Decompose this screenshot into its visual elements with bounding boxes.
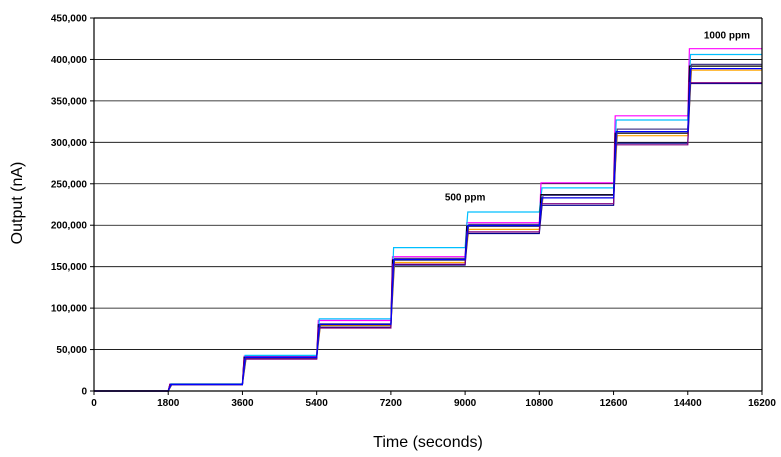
series-line (94, 70, 762, 391)
x-tick-label: 5400 (306, 398, 329, 409)
x-tick-label: 0 (91, 398, 97, 409)
y-axis-title: Output (nA) (9, 162, 26, 245)
x-tick-label: 16200 (748, 398, 776, 409)
y-tick-label: 0 (81, 387, 87, 398)
y-tick-label: 350,000 (51, 96, 88, 107)
gridlines (94, 18, 762, 350)
y-tick-label: 450,000 (51, 14, 88, 25)
x-tick-labels: 0 1800 3600 5400 7200 9000 10800 12600 14400 1620… (91, 398, 776, 409)
y-tick-label: 100,000 (51, 304, 88, 315)
x-axis-title: Time (seconds) (373, 434, 483, 451)
y-tick-labels: 0 50,000 100,000 150,000 200,000 250,000 300,0… (51, 14, 88, 398)
annotation-label: 1000 ppm (704, 31, 750, 42)
y-tick-label: 200,000 (51, 221, 88, 232)
x-tick-label: 14400 (674, 398, 702, 409)
series-line (94, 64, 762, 391)
series-line (94, 66, 762, 391)
x-tick-label: 12600 (600, 398, 628, 409)
y-tick-label: 50,000 (56, 345, 87, 356)
x-tick-label: 9000 (454, 398, 477, 409)
x-tick-label: 3600 (231, 398, 254, 409)
y-tick-label: 150,000 (51, 262, 88, 273)
series-lines (94, 49, 762, 391)
y-tick-label: 400,000 (51, 55, 88, 66)
annotation-label: 500 ppm (445, 192, 486, 203)
x-tick-label: 1800 (157, 398, 180, 409)
series-line (94, 49, 762, 391)
series-line (94, 69, 762, 391)
annotations: 500 ppm 1000 ppm (445, 31, 750, 204)
y-tick-label: 250,000 (51, 179, 88, 190)
x-tick-label: 10800 (525, 398, 553, 409)
x-tick-label: 7200 (380, 398, 403, 409)
axes (90, 18, 762, 395)
y-tick-label: 300,000 (51, 138, 88, 149)
series-line (94, 55, 762, 392)
